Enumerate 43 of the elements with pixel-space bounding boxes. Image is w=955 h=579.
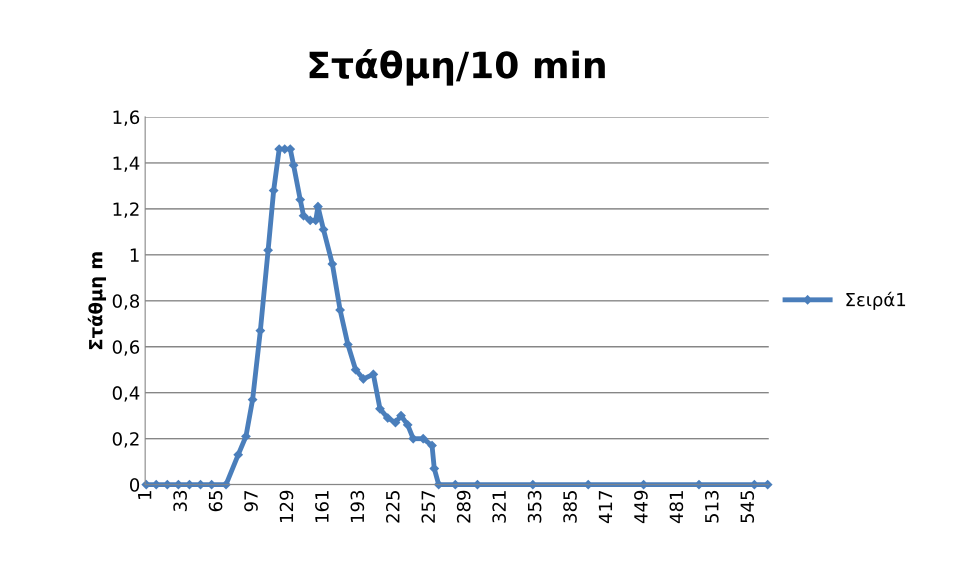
point: [318, 224, 328, 234]
point: [358, 374, 368, 384]
y-axis-title: Στάθμη m: [88, 252, 106, 350]
x-tick-label: 193: [350, 490, 364, 522]
point: [375, 404, 385, 414]
x-tick-label: 481: [670, 491, 684, 524]
y-tick-label: 0,6: [112, 340, 140, 356]
point: [403, 420, 412, 430]
x-tick-label: 545: [740, 491, 754, 523]
y-tick-label: 1,2: [114, 202, 138, 218]
point: [396, 411, 406, 420]
point: [241, 432, 251, 441]
x-tick-label: 33: [173, 490, 187, 512]
point: [383, 413, 392, 423]
x-tick-label: 321: [492, 491, 506, 523]
point: [234, 450, 243, 460]
y-tick-label: 0: [130, 478, 140, 492]
point: [288, 160, 298, 170]
x-tick-label: 289: [456, 490, 471, 523]
x-tick-label: 385: [563, 491, 577, 523]
y-tick-label: 0,4: [112, 386, 140, 402]
x-tick-label: 1: [138, 491, 152, 499]
point: [298, 211, 308, 220]
legend-label: Σειρά1: [846, 292, 906, 310]
point: [350, 365, 360, 374]
y-tick-label: 1: [130, 248, 139, 262]
x-tick-label: 161: [315, 491, 329, 522]
y-tick-label: 0,8: [112, 294, 140, 310]
x-tick-label: 129: [280, 490, 294, 522]
x-tick-label: 65: [208, 491, 222, 512]
x-tick-label: 513: [704, 490, 719, 523]
chart-title: Στάθμη/10 min: [310, 49, 605, 86]
y-tick-label: 1,4: [114, 156, 140, 172]
x-tick-label: 97: [244, 491, 258, 512]
x-tick-label: 449: [634, 490, 648, 524]
point: [343, 340, 352, 350]
x-tick-label: 417: [598, 491, 612, 524]
x-tick-label: 257: [421, 491, 436, 523]
x-tick-label: 353: [528, 490, 542, 523]
y-tick-label: 1,6: [114, 110, 140, 126]
point: [390, 418, 400, 428]
y-tick-label: 0,2: [112, 432, 138, 448]
x-tick-label: 225: [386, 491, 400, 523]
